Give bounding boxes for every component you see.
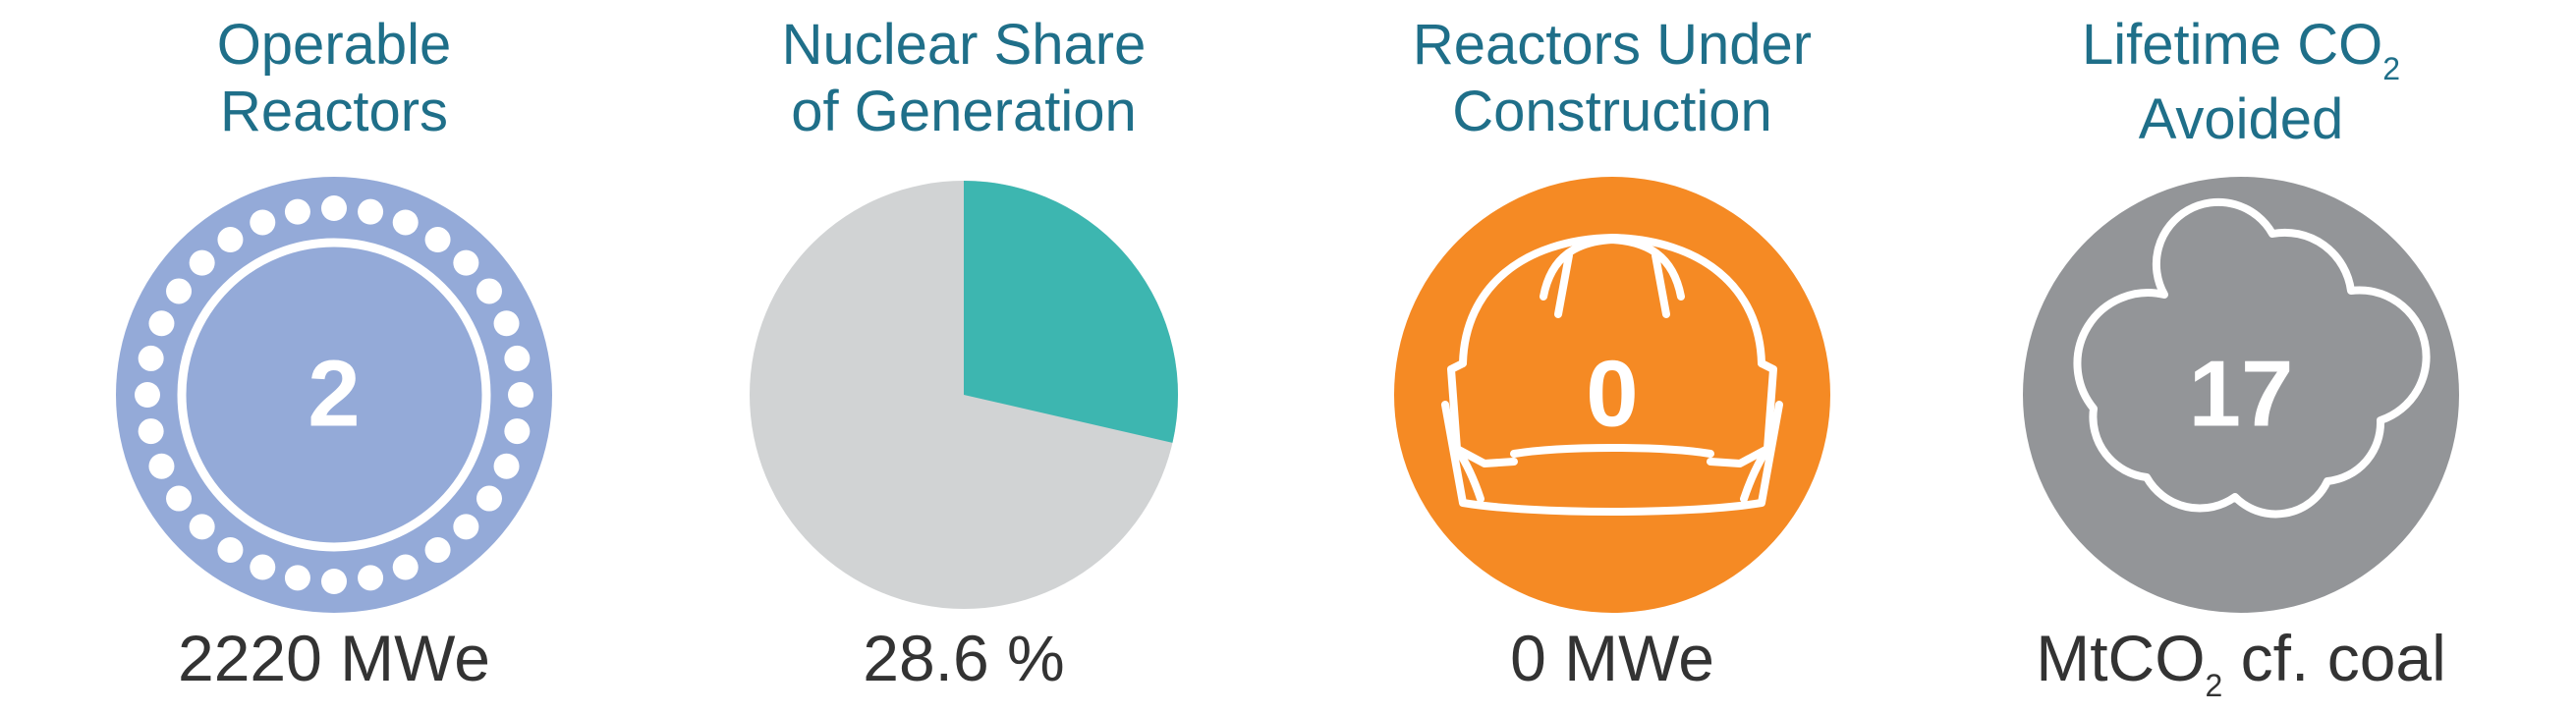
- reactor-ring-dot: [504, 418, 531, 445]
- nuclear-share-percent: 28.6 %: [863, 622, 1065, 694]
- construction-title: Reactors Under Construction: [1412, 13, 1813, 143]
- reactor-ring-dot: [284, 198, 310, 225]
- pie-slice-nuclear: [964, 181, 1179, 443]
- reactor-ring-dot: [358, 198, 384, 225]
- reactor-ring-dot: [424, 227, 451, 253]
- nuclear-share-pie: [738, 169, 1190, 621]
- cloud-icon: [2073, 197, 2431, 519]
- reactor-ring-dot: [148, 453, 175, 479]
- operable-reactors-title: Operable Reactors: [216, 13, 452, 143]
- hard-hat-icon: [1441, 234, 1783, 516]
- reactor-ring-dot: [493, 310, 520, 337]
- reactor-ring-dot: [453, 249, 479, 276]
- reactor-ring-dot: [166, 485, 193, 512]
- reactor-ring-dot: [250, 554, 276, 580]
- nuclear-share-panel: Nuclear Share of Generation 28.6 %: [649, 0, 1278, 713]
- reactor-ring-dot: [135, 382, 160, 408]
- co2-graphic: 17: [2015, 169, 2467, 621]
- reactor-ring-dot: [392, 554, 419, 580]
- construction-panel: Reactors Under Construction: [1298, 0, 1927, 713]
- reactor-ring-dot: [189, 514, 215, 540]
- construction-graphic: 0: [1386, 169, 1838, 621]
- reactor-ring-dot: [321, 569, 347, 594]
- reactor-ring-dot: [392, 209, 419, 236]
- reactor-ring-dot: [189, 249, 215, 276]
- reactor-ring-dot: [138, 345, 164, 371]
- reactor-ring-dot: [358, 565, 384, 591]
- reactor-ring-dot: [504, 345, 531, 371]
- nuclear-share-title: Nuclear Share of Generation: [781, 13, 1147, 143]
- operable-reactors-graphic: 2: [108, 169, 560, 621]
- reactor-ring-icon: [135, 195, 533, 594]
- co2-title: Lifetime CO2 Avoided: [2082, 13, 2400, 151]
- construction-capacity: 0 MWe: [1510, 622, 1714, 694]
- construction-value: 0: [1586, 341, 1638, 446]
- reactor-ring-dot: [166, 278, 193, 304]
- reactor-ring-dot: [138, 418, 164, 445]
- reactor-ring-dot: [476, 485, 502, 512]
- operable-reactors-panel: Operable Reactors 2 2220 MWe: [20, 0, 648, 713]
- reactor-ring-dot: [217, 227, 244, 253]
- operable-reactors-capacity: 2220 MWe: [178, 622, 490, 694]
- reactor-ring-dot: [476, 278, 502, 304]
- operable-reactors-value: 2: [308, 341, 360, 446]
- reactor-ring-dot: [321, 195, 347, 221]
- reactor-ring-dot: [508, 382, 533, 408]
- co2-value: 17: [2189, 341, 2294, 446]
- co2-panel: Lifetime CO2 Avoided 17 MtCO2 cf. coal: [1927, 0, 2555, 713]
- reactor-ring-dot: [250, 209, 276, 236]
- co2-caption: MtCO2 cf. coal: [2036, 622, 2446, 703]
- reactor-ring-dot: [493, 453, 520, 479]
- reactor-ring-dot: [453, 514, 479, 540]
- reactor-ring-dot: [284, 565, 310, 591]
- reactor-ring-dot: [148, 310, 175, 337]
- reactor-ring-dot: [424, 536, 451, 563]
- reactor-ring-dot: [217, 536, 244, 563]
